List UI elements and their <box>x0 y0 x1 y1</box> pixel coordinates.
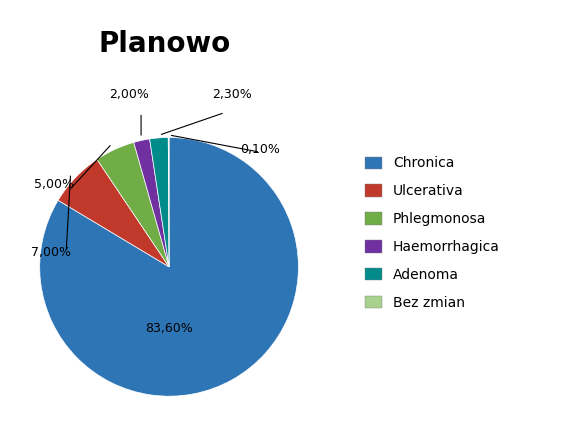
Text: 7,00%: 7,00% <box>31 245 72 259</box>
Wedge shape <box>58 159 169 267</box>
Legend: Chronica, Ulcerativa, Phlegmonosa, Haemorrhagica, Adenoma, Bez zmian: Chronica, Ulcerativa, Phlegmonosa, Haemo… <box>360 151 506 315</box>
Text: 2,00%: 2,00% <box>109 88 149 101</box>
Wedge shape <box>149 137 169 267</box>
Text: 5,00%: 5,00% <box>34 178 75 191</box>
Text: 2,30%: 2,30% <box>212 88 252 101</box>
Text: 83,60%: 83,60% <box>145 322 193 335</box>
Text: 0,10%: 0,10% <box>240 143 280 156</box>
Wedge shape <box>97 142 169 267</box>
Wedge shape <box>168 137 169 267</box>
Wedge shape <box>133 139 169 267</box>
Text: Planowo: Planowo <box>99 30 230 58</box>
Wedge shape <box>40 137 298 396</box>
